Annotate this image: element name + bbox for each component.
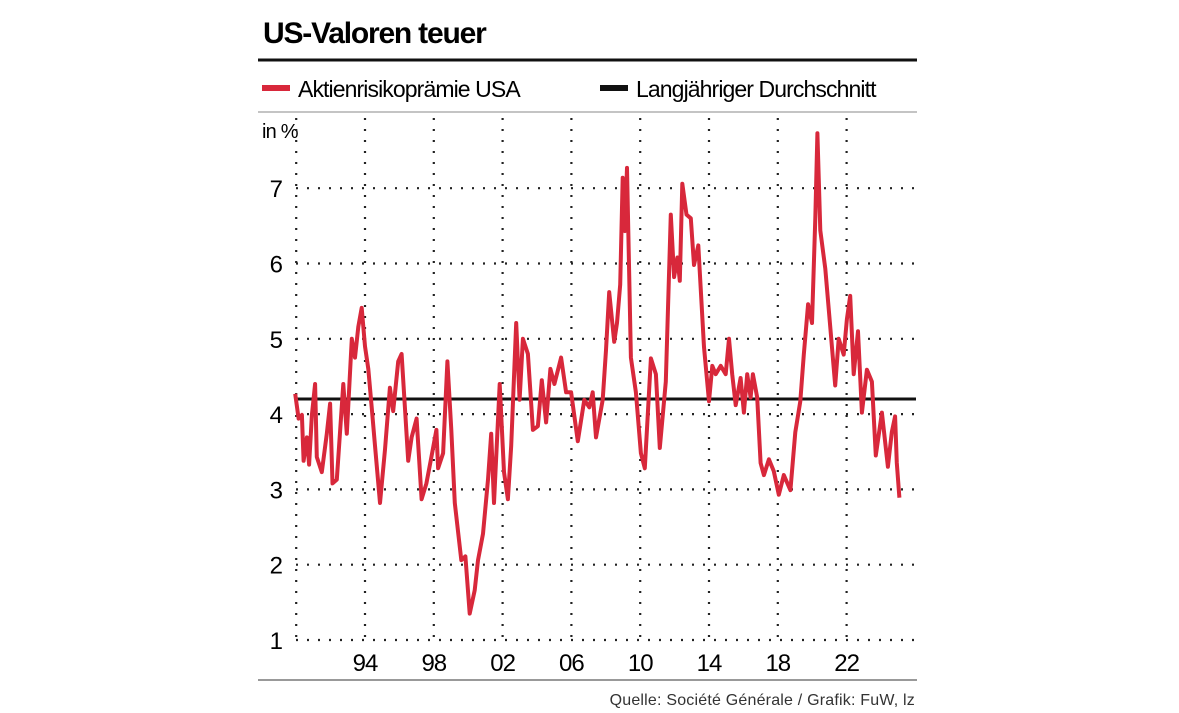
x-tick-label: 06 <box>559 650 584 677</box>
y-axis-label: in % <box>262 121 299 143</box>
legend: Aktienrisikoprämie USA Langjähriger Durc… <box>262 76 878 102</box>
x-tick-label: 98 <box>421 650 446 677</box>
x-ticks: 94 98 02 06 10 14 18 22 <box>353 650 861 677</box>
x-tick-label: 22 <box>834 650 859 677</box>
y-tick-label: 2 <box>270 553 283 580</box>
legend-label-risk-premium: Aktienrisikoprämie USA <box>298 76 521 102</box>
y-tick-label: 3 <box>270 477 283 504</box>
y-tick-label: 5 <box>270 327 283 354</box>
y-ticks: 1 2 3 4 5 6 7 <box>270 176 284 655</box>
x-tick-label: 02 <box>490 650 515 677</box>
y-tick-label: 6 <box>270 252 283 279</box>
legend-label-average: Langjähriger Durchschnitt <box>636 76 877 102</box>
series-group <box>293 131 916 616</box>
x-tick-label: 10 <box>628 650 653 677</box>
y-tick-label: 4 <box>270 402 283 429</box>
source-note: Quelle: Société Générale / Grafik: FuW, … <box>610 692 915 709</box>
risk-premium-line <box>293 131 902 616</box>
y-tick-label: 7 <box>270 176 283 203</box>
chart-title: US-Valoren teuer <box>263 17 487 50</box>
x-tick-label: 18 <box>765 650 790 677</box>
y-tick-label: 1 <box>270 628 283 655</box>
x-tick-label: 94 <box>353 650 378 677</box>
x-tick-label: 14 <box>697 650 722 677</box>
